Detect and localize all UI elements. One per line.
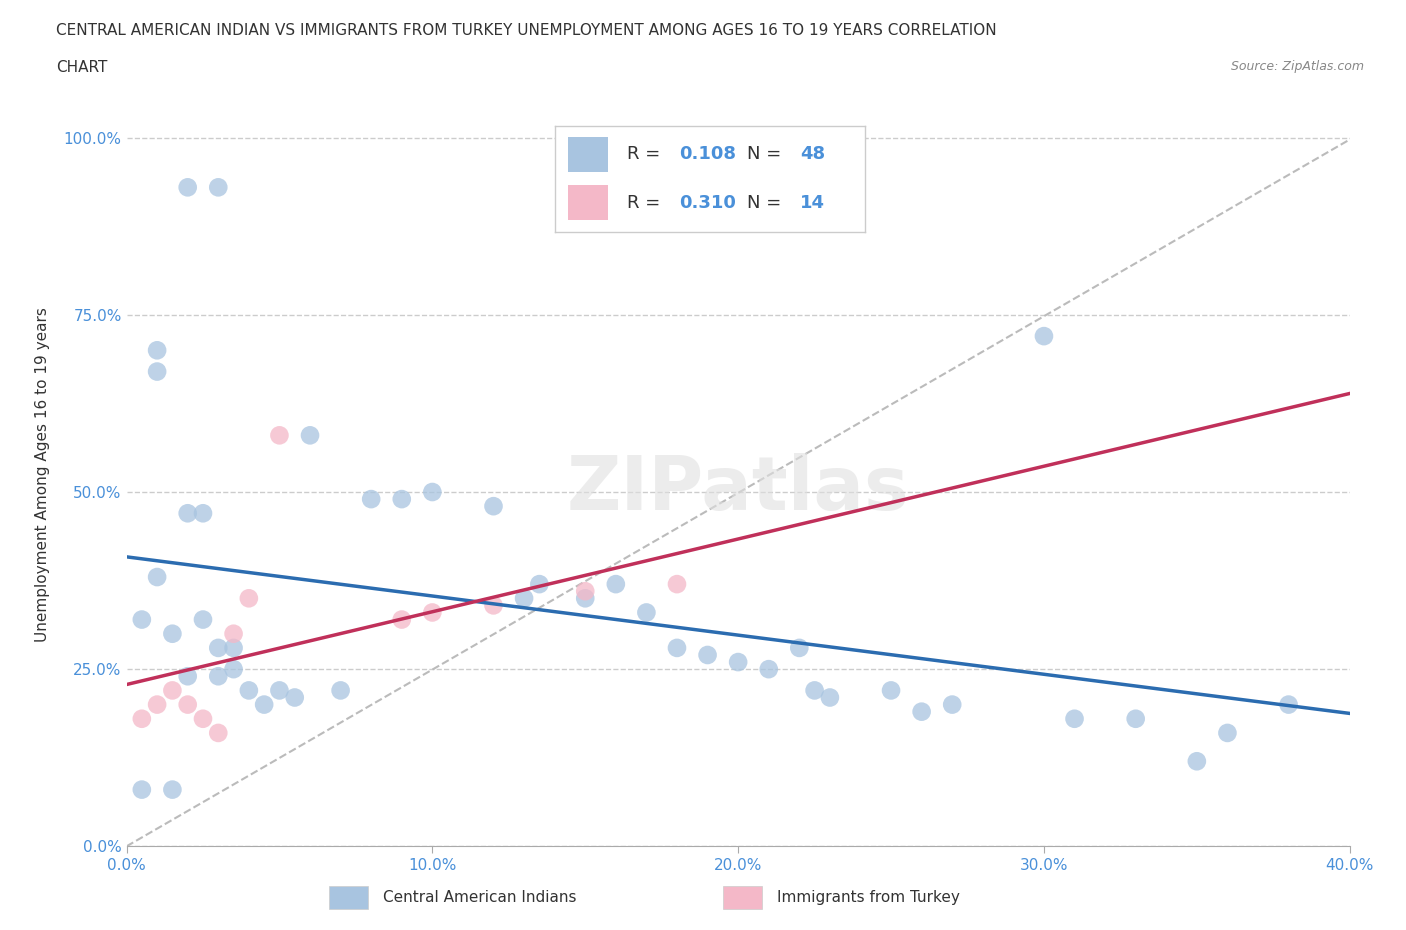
Point <box>253 698 276 712</box>
Point <box>574 591 596 605</box>
Bar <box>568 138 607 171</box>
Point <box>146 569 169 584</box>
Text: Immigrants from Turkey: Immigrants from Turkey <box>776 890 960 905</box>
Point <box>222 641 245 656</box>
Text: 48: 48 <box>800 145 825 164</box>
Point <box>605 577 627 591</box>
Point <box>207 725 229 740</box>
Point <box>269 428 291 443</box>
Text: 0.108: 0.108 <box>679 145 737 164</box>
Point <box>1033 328 1056 343</box>
Text: N =: N = <box>747 193 787 211</box>
Text: CHART: CHART <box>56 60 108 75</box>
Point <box>391 492 413 507</box>
Point <box>513 591 536 605</box>
Point <box>207 179 229 194</box>
Point <box>207 641 229 656</box>
Point <box>162 626 184 641</box>
Point <box>191 506 214 521</box>
Point <box>696 647 718 662</box>
Point <box>299 428 322 443</box>
Point <box>131 612 153 627</box>
Point <box>222 626 245 641</box>
Point <box>191 612 214 627</box>
Point <box>787 641 810 656</box>
Point <box>1125 711 1147 726</box>
Text: N =: N = <box>747 145 787 164</box>
Point <box>1185 754 1208 769</box>
Point <box>238 683 260 698</box>
Text: ZIPatlas: ZIPatlas <box>567 453 910 525</box>
Point <box>727 655 749 670</box>
Point <box>177 669 200 684</box>
Point <box>391 612 413 627</box>
Point <box>941 698 963 712</box>
Bar <box>723 885 762 910</box>
Point <box>284 690 307 705</box>
Point <box>329 683 352 698</box>
Point <box>269 683 291 698</box>
Point <box>880 683 903 698</box>
Point <box>1063 711 1085 726</box>
Text: CENTRAL AMERICAN INDIAN VS IMMIGRANTS FROM TURKEY UNEMPLOYMENT AMONG AGES 16 TO : CENTRAL AMERICAN INDIAN VS IMMIGRANTS FR… <box>56 23 997 38</box>
Point <box>177 698 200 712</box>
Text: 14: 14 <box>800 193 825 211</box>
Point <box>177 179 200 194</box>
Bar <box>329 885 368 910</box>
Point <box>162 683 184 698</box>
Point <box>422 485 444 499</box>
Point <box>238 591 260 605</box>
Point <box>1216 725 1239 740</box>
Point <box>146 698 169 712</box>
Point <box>146 343 169 358</box>
Point <box>482 498 505 513</box>
Point <box>666 641 689 656</box>
Bar <box>568 185 607 219</box>
Point <box>360 492 382 507</box>
Text: R =: R = <box>627 145 665 164</box>
Point <box>818 690 841 705</box>
Text: R =: R = <box>627 193 665 211</box>
Point <box>482 598 505 613</box>
Text: Source: ZipAtlas.com: Source: ZipAtlas.com <box>1230 60 1364 73</box>
Point <box>758 662 780 677</box>
Point <box>131 782 153 797</box>
Point <box>162 782 184 797</box>
Point <box>207 669 229 684</box>
Point <box>191 711 214 726</box>
Point <box>222 662 245 677</box>
Point <box>529 577 551 591</box>
Point <box>422 605 444 620</box>
Point <box>911 704 934 719</box>
Point <box>146 365 169 379</box>
Point <box>574 584 596 599</box>
Y-axis label: Unemployment Among Ages 16 to 19 years: Unemployment Among Ages 16 to 19 years <box>35 307 49 642</box>
Point <box>636 605 658 620</box>
Text: Central American Indians: Central American Indians <box>382 890 576 905</box>
Point <box>177 506 200 521</box>
Point <box>803 683 825 698</box>
Point <box>131 711 153 726</box>
Point <box>666 577 689 591</box>
Text: 0.310: 0.310 <box>679 193 735 211</box>
Point <box>1277 698 1299 712</box>
